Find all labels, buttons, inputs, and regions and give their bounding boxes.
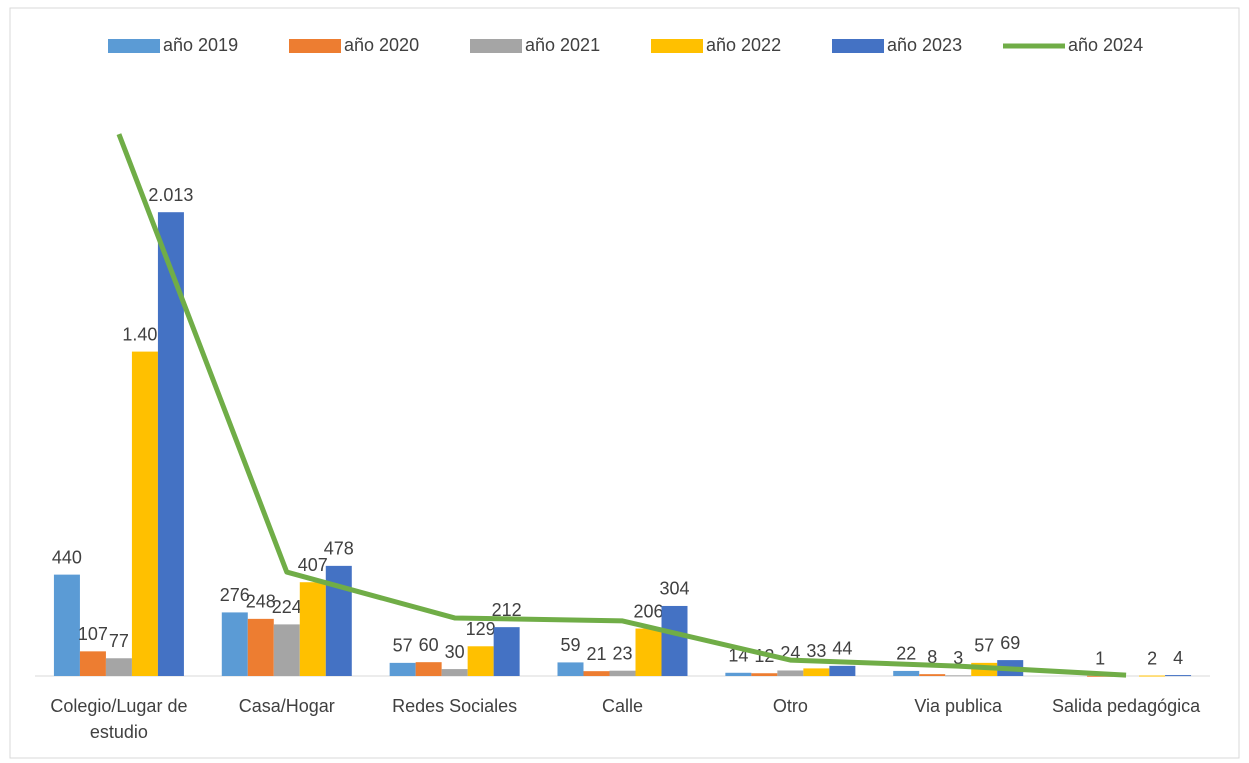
bar bbox=[273, 624, 300, 676]
bar bbox=[557, 662, 584, 676]
x-tick-label: Casa/Hogar bbox=[238, 696, 335, 716]
data-label: 60 bbox=[419, 635, 439, 655]
bar bbox=[919, 674, 946, 676]
bar bbox=[583, 671, 610, 676]
bar bbox=[79, 651, 106, 676]
legend-label: año 2022 bbox=[706, 35, 781, 55]
data-label: 2 bbox=[1147, 648, 1157, 668]
bar bbox=[415, 662, 442, 676]
legend-swatch bbox=[470, 39, 522, 53]
legend-swatch bbox=[832, 39, 884, 53]
data-label: 129 bbox=[466, 619, 496, 639]
legend-label: año 2019 bbox=[163, 35, 238, 55]
x-tick-label: Otro bbox=[772, 696, 808, 716]
legend-swatch bbox=[108, 39, 160, 53]
data-label: 23 bbox=[612, 643, 632, 663]
bar bbox=[1165, 675, 1192, 677]
bar bbox=[389, 662, 416, 676]
bar bbox=[1139, 675, 1166, 677]
legend-swatch bbox=[289, 39, 341, 53]
data-label: 33 bbox=[806, 641, 826, 661]
bar bbox=[725, 672, 752, 676]
bar bbox=[829, 665, 856, 676]
bar bbox=[441, 669, 468, 676]
x-tick-label: Salida pedagógica bbox=[1052, 696, 1201, 716]
data-label: 57 bbox=[393, 636, 413, 656]
data-label: 304 bbox=[659, 579, 689, 599]
data-label: 8 bbox=[927, 647, 937, 667]
data-label: 44 bbox=[832, 639, 852, 659]
x-tick-label: Via publica bbox=[914, 696, 1003, 716]
data-label: 69 bbox=[1000, 633, 1020, 653]
data-label: 440 bbox=[52, 547, 82, 567]
data-label: 57 bbox=[974, 636, 994, 656]
legend-label: año 2020 bbox=[344, 35, 419, 55]
bar bbox=[893, 670, 920, 676]
data-label: 206 bbox=[633, 601, 663, 621]
data-label: 30 bbox=[445, 642, 465, 662]
data-label: 4 bbox=[1173, 648, 1183, 668]
data-label: 107 bbox=[78, 624, 108, 644]
chart-border bbox=[9, 7, 1240, 759]
legend-label: año 2024 bbox=[1068, 35, 1143, 55]
data-label: 276 bbox=[220, 585, 250, 605]
bar bbox=[751, 673, 778, 676]
legend-label: año 2021 bbox=[525, 35, 600, 55]
bar bbox=[945, 675, 972, 677]
data-label: 1.408 bbox=[122, 324, 167, 344]
line-series bbox=[116, 133, 1127, 678]
bar bbox=[105, 658, 132, 676]
data-label: 407 bbox=[298, 555, 328, 575]
data-label: 1 bbox=[1095, 649, 1105, 669]
bar bbox=[777, 670, 804, 676]
bar bbox=[635, 628, 662, 676]
data-label: 248 bbox=[246, 592, 276, 612]
data-label: 21 bbox=[586, 644, 606, 664]
bar bbox=[803, 668, 830, 676]
data-label: 2.013 bbox=[148, 185, 193, 205]
x-tick-label: Redes Sociales bbox=[392, 696, 518, 716]
bar bbox=[467, 646, 494, 676]
bar bbox=[299, 582, 326, 676]
data-label: 77 bbox=[109, 631, 129, 651]
data-label: 224 bbox=[272, 597, 302, 617]
data-label: 478 bbox=[324, 539, 354, 559]
bar bbox=[247, 618, 274, 676]
x-tick-label: Calle bbox=[601, 696, 644, 716]
legend-swatch bbox=[651, 39, 703, 53]
bar bbox=[493, 627, 520, 676]
bar bbox=[1087, 675, 1114, 677]
data-label: 22 bbox=[896, 644, 916, 664]
bar bbox=[661, 605, 688, 676]
bar bbox=[221, 612, 248, 676]
data-label: 3 bbox=[953, 648, 963, 668]
data-label: 212 bbox=[492, 600, 522, 620]
bar bbox=[157, 212, 184, 676]
x-tick-label: Colegio/Lugar de estudio bbox=[50, 696, 188, 742]
bar bbox=[53, 574, 80, 676]
data-label: 59 bbox=[560, 635, 580, 655]
bar bbox=[131, 351, 158, 676]
legend-label: año 2023 bbox=[887, 35, 962, 55]
bar bbox=[609, 670, 636, 676]
